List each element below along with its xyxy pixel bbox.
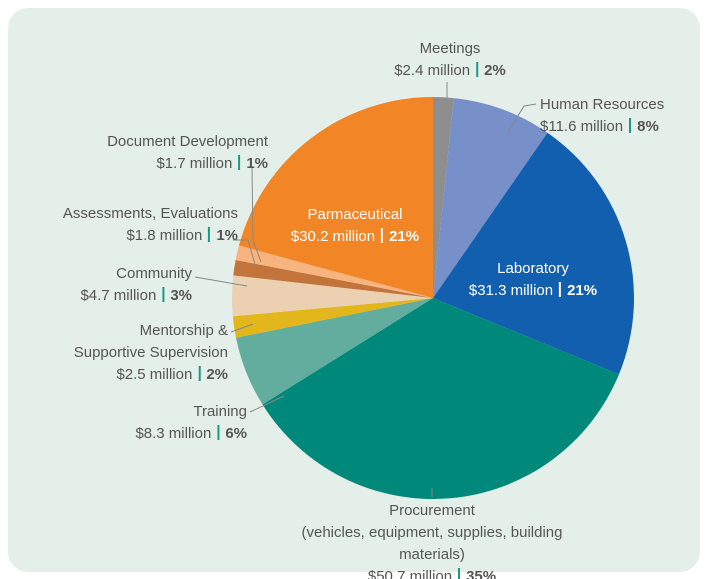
separator [458, 568, 461, 579]
value-label: $1.8 million [126, 227, 203, 244]
separator [629, 118, 632, 133]
pie-slice [262, 298, 619, 499]
value-label: $30.2 million [290, 228, 376, 245]
separator [381, 228, 384, 243]
category-label: Training [193, 403, 247, 420]
separator [208, 227, 211, 242]
separator [162, 287, 165, 302]
value-row: $2.4 million 2% [394, 60, 506, 82]
category-label: Mentorship & Supportive Supervision [73, 322, 228, 361]
share-label: 21% [389, 228, 420, 245]
pie-slice [433, 98, 548, 298]
category-label: Laboratory [497, 260, 569, 277]
leader-line [230, 323, 254, 333]
separator [198, 366, 201, 381]
share-label: 2% [484, 62, 506, 79]
pie-slice [232, 275, 433, 317]
leader-line [233, 239, 257, 269]
pie-slice [233, 259, 433, 298]
category-label: Document Development [107, 133, 268, 150]
pie-slice [232, 298, 433, 338]
separator [238, 155, 241, 170]
leader-line [194, 276, 248, 287]
pie-slice [235, 298, 433, 405]
separator [476, 62, 479, 77]
pie-slice [238, 97, 433, 298]
value-row: $2.5 million 2% [74, 364, 228, 386]
value-label: $8.3 million [135, 425, 212, 442]
share-label: 3% [170, 287, 192, 304]
category-label: Community [116, 265, 192, 282]
value-row: $11.6 million 8% [540, 116, 664, 138]
value-label: $31.3 million [468, 282, 554, 299]
slice-label: Human Resources $11.6 million 8% [540, 94, 664, 138]
leader-line [249, 395, 285, 413]
slice-label: Meetings $2.4 million 2% [394, 38, 506, 82]
separator [217, 425, 220, 440]
value-label: $4.7 million [80, 287, 157, 304]
slice-label: Document Development $1.7 million 1% [107, 131, 268, 175]
slice-label: Community $4.7 million 3% [80, 263, 192, 307]
slice-label: Parmaceutical $30.2 million 21% [291, 204, 419, 248]
pie-slice [235, 245, 433, 298]
leader-line [251, 167, 262, 263]
pie-slice [433, 97, 454, 298]
share-label: 8% [637, 118, 659, 135]
value-label: $11.6 million [540, 118, 624, 135]
value-row: $30.2 million 21% [291, 226, 419, 248]
slice-label: Procurement (vehicles, equipment, suppli… [293, 500, 571, 579]
value-row: $8.3 million 6% [135, 423, 247, 445]
value-label: $2.4 million [394, 62, 471, 79]
category-label: Assessments, Evaluations [62, 205, 238, 222]
value-label: $50.7 million [367, 568, 453, 579]
share-label: 1% [246, 155, 268, 172]
value-label: $1.7 million [156, 155, 233, 172]
value-row: $1.7 million 1% [107, 153, 268, 175]
leader-line [507, 103, 537, 133]
value-row: $1.8 million 1% [63, 225, 238, 247]
category-label: Parmaceutical [307, 206, 403, 223]
category-label: Procurement (vehicles, equipment, suppli… [301, 502, 563, 563]
category-label: Meetings [419, 40, 481, 57]
separator [559, 282, 562, 297]
share-label: 2% [206, 366, 228, 383]
slice-label: Training $8.3 million 6% [135, 401, 247, 445]
share-label: 21% [567, 282, 598, 299]
pie-slice [433, 132, 634, 375]
value-row: $4.7 million 3% [80, 285, 192, 307]
share-label: 1% [216, 227, 238, 244]
slice-label: Mentorship & Supportive Supervision $2.5 … [74, 320, 228, 386]
value-row: $31.3 million 21% [469, 280, 597, 302]
category-label: Human Resources [540, 96, 665, 113]
share-label: 35% [466, 568, 497, 579]
value-label: $2.5 million [116, 366, 193, 383]
share-label: 6% [225, 425, 247, 442]
slice-label: Laboratory $31.3 million 21% [469, 258, 597, 302]
value-row: $50.7 million 35% [293, 566, 571, 579]
slice-label: Assessments, Evaluations $1.8 million 1% [63, 203, 238, 247]
